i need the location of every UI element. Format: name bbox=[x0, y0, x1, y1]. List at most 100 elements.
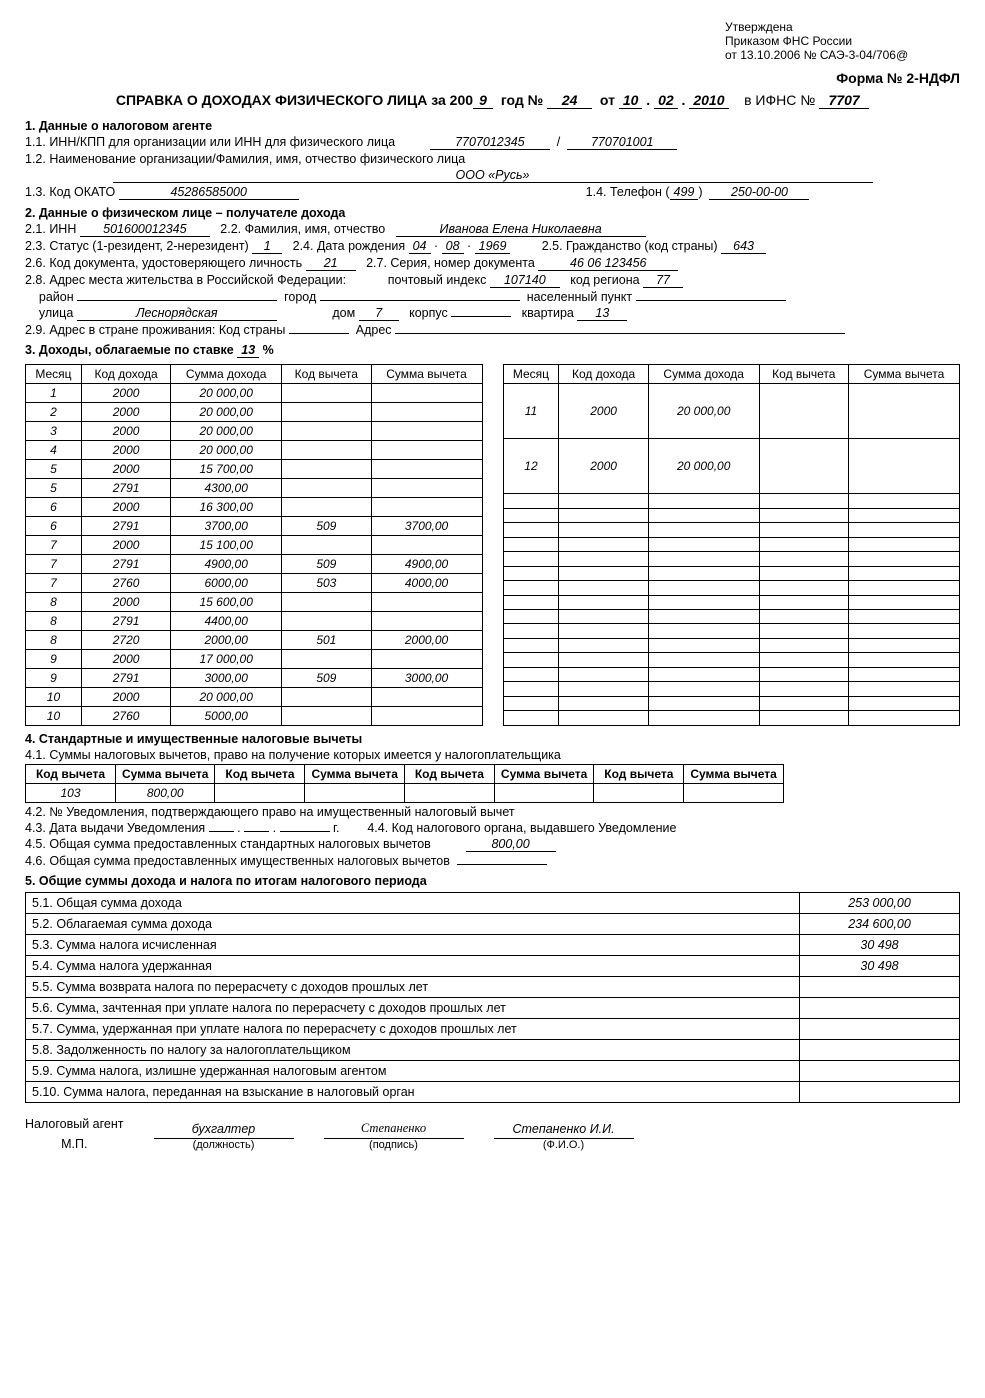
income-cell bbox=[849, 494, 960, 508]
income-cell bbox=[559, 508, 648, 522]
income-cell: 16 300,00 bbox=[171, 498, 282, 517]
income-cell: 2000 bbox=[81, 650, 170, 669]
income-cell: 2791 bbox=[81, 479, 170, 498]
s2-dobm: 08 bbox=[442, 239, 464, 254]
income-cell: 7 bbox=[26, 536, 82, 555]
income-cell: 2000 bbox=[559, 384, 648, 439]
income-cell: 4400,00 bbox=[171, 612, 282, 631]
income-cell bbox=[559, 711, 648, 726]
s4-r43: 4.3. Дата выдачи Уведомления . . г. 4.4.… bbox=[25, 821, 960, 835]
income-cell bbox=[759, 595, 848, 609]
s2-l23: 2.3. Статус (1-резидент, 2-нерезидент) bbox=[25, 239, 249, 253]
s2-r4: 2.8. Адрес места жительства в Российской… bbox=[25, 273, 960, 288]
totals-row: 5.3. Сумма налога исчисленная30 498 bbox=[26, 935, 960, 956]
s4-l41: 4.1. Суммы налоговых вычетов, право на п… bbox=[25, 748, 960, 762]
title-ifns: 7707 bbox=[819, 92, 869, 109]
totals-label: 5.9. Сумма налога, излишне удержанная на… bbox=[26, 1061, 800, 1082]
income-row: 3200020 000,00 bbox=[26, 422, 483, 441]
s2-np-v bbox=[636, 300, 786, 301]
income-cell bbox=[282, 422, 371, 441]
totals-value bbox=[800, 977, 960, 998]
income-col: Сумма дохода bbox=[648, 365, 759, 384]
income-cell: 10 bbox=[26, 707, 82, 726]
income-cell bbox=[559, 566, 648, 580]
s1-l12: 1.2. Наименование организации/Фамилия, и… bbox=[25, 152, 960, 166]
income-cell bbox=[648, 624, 759, 638]
s2-r7: 2.9. Адрес в стране проживания: Код стра… bbox=[25, 323, 960, 337]
s1-org: ООО «Русь» bbox=[113, 168, 873, 183]
income-cell bbox=[282, 441, 371, 460]
income-cell bbox=[282, 384, 371, 403]
signature-row: Налоговый агент М.П. бухгалтер (должност… bbox=[25, 1117, 960, 1151]
income-cell bbox=[849, 624, 960, 638]
s3-pct: % bbox=[263, 343, 274, 357]
income-cell bbox=[559, 638, 648, 652]
income-cell bbox=[759, 581, 848, 595]
ded-cell bbox=[494, 784, 593, 803]
income-row: 2200020 000,00 bbox=[26, 403, 483, 422]
income-row bbox=[503, 537, 960, 551]
income-col: Месяц bbox=[26, 365, 82, 384]
s4-r45: 4.5. Общая сумма предоставленных стандар… bbox=[25, 837, 960, 852]
income-cell bbox=[282, 460, 371, 479]
totals-table: 5.1. Общая сумма дохода253 000,005.2. Об… bbox=[25, 892, 960, 1103]
s4-l46: 4.6. Общая сумма предоставленных имущест… bbox=[25, 854, 450, 868]
s2-ulica: Леснорядская bbox=[77, 306, 277, 321]
ded-col: Сумма вычета bbox=[305, 765, 404, 784]
income-row: 11200020 000,00 bbox=[503, 384, 960, 439]
income-cell bbox=[759, 537, 848, 551]
income-cell bbox=[648, 682, 759, 696]
income-cell bbox=[282, 593, 371, 612]
income-cell bbox=[648, 566, 759, 580]
income-cell bbox=[849, 566, 960, 580]
totals-value: 234 600,00 bbox=[800, 914, 960, 935]
income-cell: 8 bbox=[26, 593, 82, 612]
s1-header: 1. Данные о налоговом агенте bbox=[25, 119, 960, 133]
income-cell bbox=[849, 439, 960, 494]
s1-l11-row: 1.1. ИНН/КПП для организации или ИНН для… bbox=[25, 135, 960, 150]
ded-col: Код вычета bbox=[594, 765, 684, 784]
approval-block: Утверждена Приказом ФНС России от 13.10.… bbox=[725, 20, 960, 62]
income-cell bbox=[371, 593, 482, 612]
s2-doby: 1969 bbox=[475, 239, 511, 254]
income-cell bbox=[849, 537, 960, 551]
ded-cell: 800,00 bbox=[116, 784, 215, 803]
income-row bbox=[503, 494, 960, 508]
ded-col: Сумма вычета bbox=[116, 765, 215, 784]
income-cell bbox=[371, 536, 482, 555]
income-cell bbox=[648, 610, 759, 624]
income-cell bbox=[559, 494, 648, 508]
s1-l13: 1.3. Код ОКАТО bbox=[25, 185, 115, 199]
income-cell bbox=[648, 508, 759, 522]
sig-sig-cap: (подпись) bbox=[324, 1139, 464, 1151]
income-row bbox=[503, 523, 960, 537]
income-cell bbox=[559, 653, 648, 667]
s2-r5: район город населенный пункт bbox=[25, 290, 960, 304]
income-cell bbox=[371, 460, 482, 479]
income-cell: 20 000,00 bbox=[171, 688, 282, 707]
income-cell bbox=[849, 384, 960, 439]
income-cell: 20 000,00 bbox=[171, 422, 282, 441]
income-row bbox=[503, 638, 960, 652]
title-godno: год № bbox=[501, 92, 543, 108]
totals-row: 5.9. Сумма налога, излишне удержанная на… bbox=[26, 1061, 960, 1082]
income-cell: 5 bbox=[26, 460, 82, 479]
income-cell bbox=[759, 552, 848, 566]
income-cell: 2 bbox=[26, 403, 82, 422]
income-row: 927913000,005093000,00 bbox=[26, 669, 483, 688]
income-cell: 11 bbox=[503, 384, 559, 439]
income-cell bbox=[849, 638, 960, 652]
income-cell: 2791 bbox=[81, 612, 170, 631]
income-cell bbox=[648, 696, 759, 710]
s2-l29: 2.9. Адрес в стране проживания: Код стра… bbox=[25, 323, 285, 337]
income-row: 8200015 600,00 bbox=[26, 593, 483, 612]
s2-l22: 2.2. Фамилия, имя, отчество bbox=[220, 222, 385, 236]
income-cell bbox=[648, 711, 759, 726]
totals-value bbox=[800, 998, 960, 1019]
income-cell: 12 bbox=[503, 439, 559, 494]
s2-kvlbl: квартира bbox=[522, 306, 574, 320]
approval-l1: Утверждена bbox=[725, 20, 960, 34]
income-cell bbox=[503, 566, 559, 580]
income-cell bbox=[503, 711, 559, 726]
s1-tel: 250-00-00 bbox=[709, 185, 809, 200]
